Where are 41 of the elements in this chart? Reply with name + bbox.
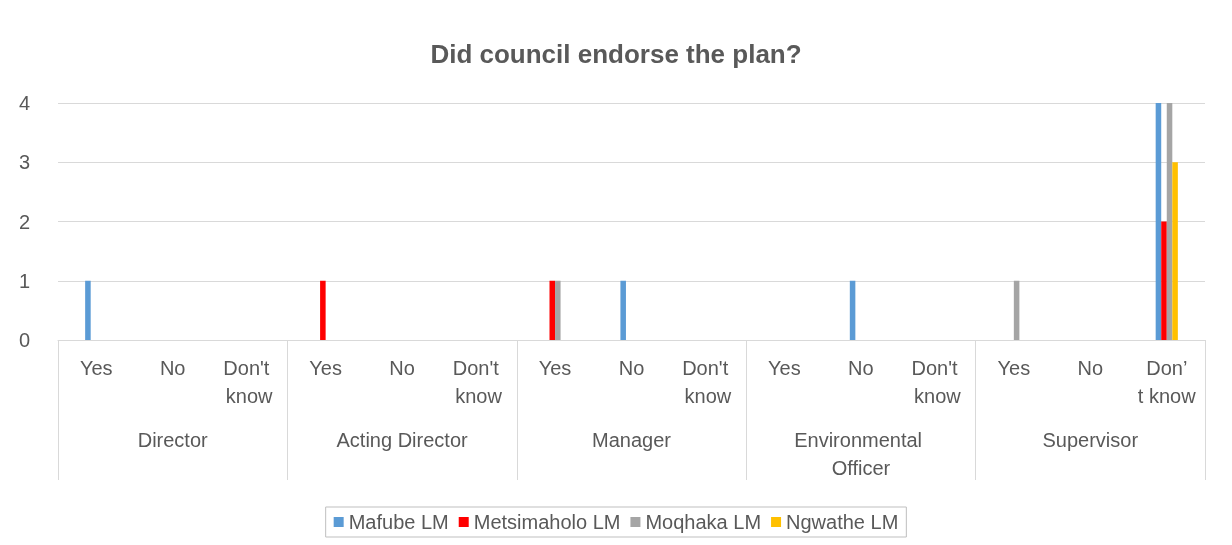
text: Director [137, 429, 209, 451]
legend-label: Mafube LM [348, 511, 449, 533]
legend-label: Metsimaholo LM [473, 511, 621, 533]
x-tick-label: Don't know [452, 357, 505, 407]
x-tick-label: No [159, 357, 186, 379]
x-tick-label: Yes [538, 357, 572, 379]
text: Manager [592, 429, 672, 451]
legend-label: Moqhaka LM [645, 511, 762, 533]
x-tick-label: Don't know [223, 357, 275, 407]
bar [1172, 162, 1178, 340]
x-tick-label: Yes [768, 357, 801, 379]
text: Acting Director [336, 429, 469, 451]
chart-title: Did council endorse the plan? [430, 39, 802, 69]
x-tick-label: Don't know [682, 357, 734, 407]
legend-label: Ngwathe LM [786, 511, 899, 533]
x-tick-label: No [1077, 357, 1104, 379]
x-tick-label: No [848, 357, 874, 379]
x-tick-label: Yes [309, 357, 342, 379]
y-tick-label: 4 [18, 92, 30, 114]
bar [555, 280, 561, 340]
bar [1166, 103, 1173, 340]
x-tick-label: Don't know [911, 357, 964, 407]
bar [620, 280, 626, 340]
bar [320, 280, 326, 340]
x-tick-label: Yes [997, 357, 1031, 379]
y-tick-label: 1 [18, 269, 30, 292]
bar [1013, 280, 1020, 340]
y-tick-label: 0 [18, 329, 30, 351]
bar [1155, 103, 1162, 340]
x-tick-label: No [389, 357, 415, 379]
bar [549, 280, 556, 340]
x-tick-label: Yes [79, 357, 113, 379]
y-tick-label: 2 [18, 210, 30, 233]
x-tick-label: No [618, 357, 645, 379]
y-tick-label: 3 [18, 151, 30, 174]
bar [1161, 221, 1167, 340]
bar [849, 280, 856, 340]
bar [85, 280, 91, 340]
x-tick-label: Don’t know [1137, 357, 1197, 407]
text: Supervisor [1042, 429, 1139, 451]
text: Environmental Officer [794, 429, 928, 479]
